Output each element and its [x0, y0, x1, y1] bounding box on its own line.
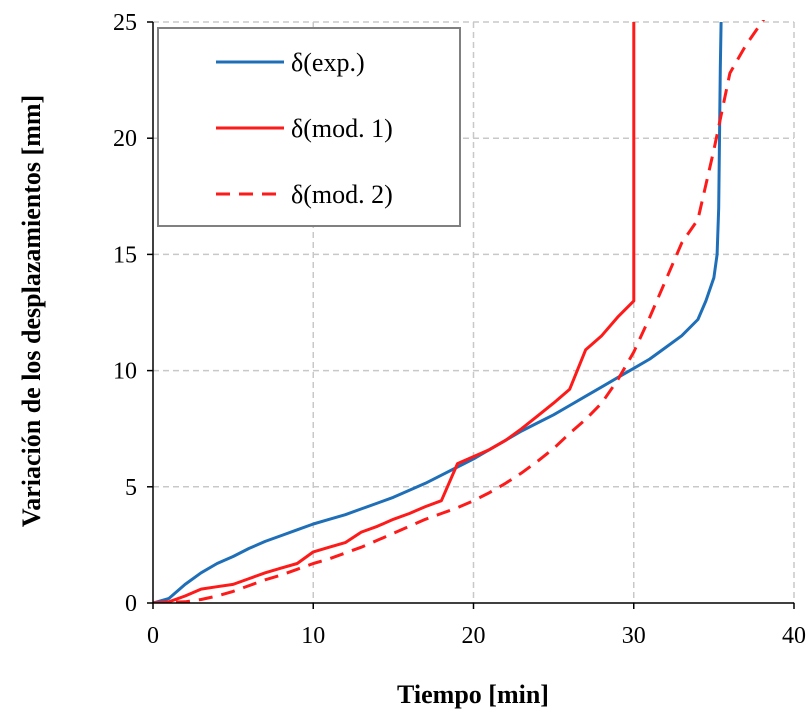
y-tick-label: 20 [113, 126, 137, 152]
legend-label-mod1: δ(mod. 1) [291, 114, 393, 143]
y-tick-label: 0 [125, 591, 137, 617]
x-tick-label: 30 [622, 623, 646, 649]
y-tick-label: 15 [113, 242, 137, 268]
legend: δ(exp.) δ(mod. 1) δ(mod. 2) [157, 27, 461, 227]
y-tick-label: 10 [113, 359, 137, 385]
legend-box [157, 27, 461, 227]
tick-labels: 0 10 20 30 40 0 5 10 15 20 25 [113, 10, 806, 649]
grid-layer [153, 21, 795, 603]
y-tick-label: 5 [125, 475, 137, 501]
legend-label-exp: δ(exp.) [291, 48, 365, 77]
y-axis-title: Variación de los desplazamientos [mm] [17, 95, 46, 527]
axes-layer [147, 21, 795, 609]
legend-label-mod2: δ(mod. 2) [291, 180, 393, 209]
y-tick-label: 25 [113, 10, 137, 36]
series-line-mod2 [153, 20, 766, 603]
series-layer [153, 20, 766, 603]
x-tick-label: 20 [462, 623, 486, 649]
series-line-mod1 [153, 22, 636, 603]
x-axis-title: Tiempo [min] [397, 680, 549, 709]
x-tick-label: 40 [782, 623, 806, 649]
x-tick-label: 0 [147, 623, 159, 649]
x-tick-label: 10 [301, 623, 325, 649]
